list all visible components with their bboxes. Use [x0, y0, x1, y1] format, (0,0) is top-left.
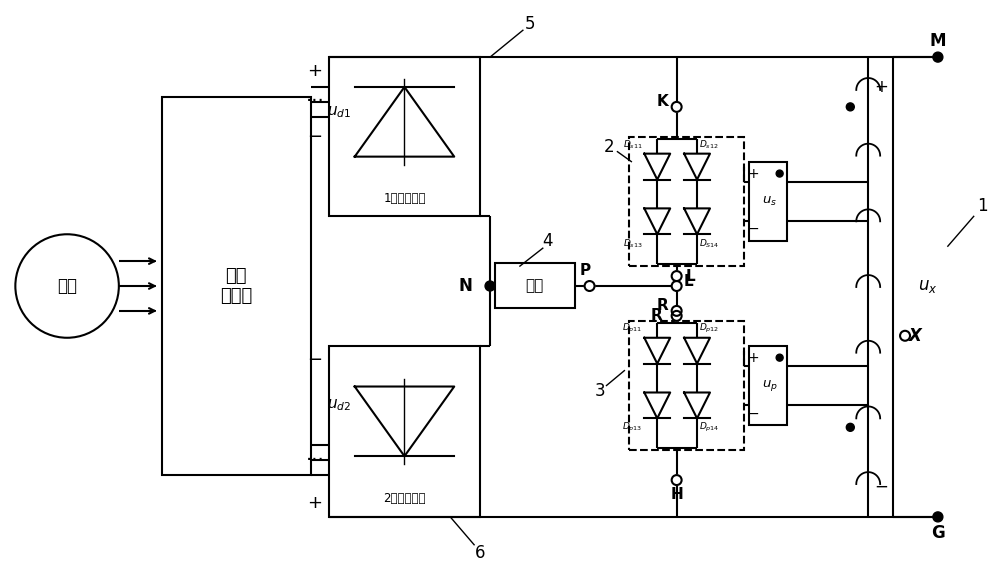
Text: −: − [307, 128, 322, 146]
Bar [629, 321, 744, 450]
Text: P: P [580, 263, 591, 278]
Text: −: − [874, 478, 888, 496]
Circle shape [933, 512, 943, 522]
Text: R: R [657, 298, 669, 313]
Bar [749, 162, 787, 241]
Circle shape [585, 281, 595, 291]
Circle shape [776, 170, 783, 177]
Text: $D_{p13}$: $D_{p13}$ [622, 422, 642, 434]
Text: 电网: 电网 [57, 277, 77, 295]
Circle shape [672, 306, 682, 316]
Text: R: R [651, 308, 663, 323]
Text: L: L [686, 268, 695, 283]
Bar [162, 97, 311, 475]
Circle shape [776, 354, 783, 361]
Bar [329, 57, 480, 217]
Text: 2: 2 [604, 138, 615, 156]
Text: 1: 1 [977, 198, 988, 215]
Text: L: L [684, 274, 693, 289]
Text: 5: 5 [525, 16, 535, 33]
Circle shape [900, 331, 910, 341]
Text: 负载: 负载 [526, 279, 544, 294]
Text: X: X [909, 327, 921, 345]
Text: +: + [748, 351, 760, 365]
Circle shape [672, 102, 682, 112]
Circle shape [672, 271, 682, 281]
Text: −: − [748, 407, 760, 420]
Text: ···: ··· [306, 92, 324, 111]
Bar [329, 346, 480, 517]
Text: $D_{s12}$: $D_{s12}$ [699, 138, 719, 151]
Text: 6: 6 [475, 544, 485, 562]
Text: H: H [670, 487, 683, 502]
Text: G: G [931, 524, 945, 542]
Text: −: − [748, 222, 760, 236]
Bar [749, 346, 787, 425]
Text: M: M [930, 32, 946, 50]
Text: +: + [748, 166, 760, 180]
Text: $D_{S14}$: $D_{S14}$ [699, 237, 720, 250]
Text: $D_{s13}$: $D_{s13}$ [623, 237, 642, 250]
Text: $D_{p12}$: $D_{p12}$ [699, 321, 719, 335]
Text: 2号整流单元: 2号整流单元 [383, 492, 426, 506]
Text: $D_{p14}$: $D_{p14}$ [699, 422, 720, 434]
Bar [629, 137, 744, 266]
Circle shape [933, 52, 943, 62]
Text: ···: ··· [306, 450, 324, 469]
Text: $u_{d2}$: $u_{d2}$ [327, 397, 351, 414]
Circle shape [672, 311, 682, 321]
Circle shape [485, 281, 495, 291]
Circle shape [846, 103, 854, 111]
Text: $u_{d1}$: $u_{d1}$ [327, 104, 351, 120]
Text: +: + [874, 78, 888, 96]
Text: 3: 3 [594, 381, 605, 400]
Circle shape [672, 281, 682, 291]
Text: $u_p$: $u_p$ [762, 378, 778, 393]
Text: 4: 4 [543, 232, 553, 250]
Text: $u_x$: $u_x$ [918, 277, 937, 295]
Text: $u_s$: $u_s$ [762, 195, 777, 208]
Text: −: − [307, 351, 322, 369]
Text: K: K [657, 94, 669, 109]
Circle shape [846, 423, 854, 431]
Bar [495, 263, 575, 308]
Text: $D_{p11}$: $D_{p11}$ [622, 321, 642, 335]
Text: +: + [307, 494, 322, 512]
Text: N: N [458, 277, 472, 295]
Text: +: + [307, 62, 322, 80]
Text: $D_{s11}$: $D_{s11}$ [623, 138, 642, 151]
Text: 1号整流单元: 1号整流单元 [383, 192, 426, 205]
Circle shape [672, 475, 682, 485]
Text: 移相
变压器: 移相 变压器 [220, 267, 252, 305]
